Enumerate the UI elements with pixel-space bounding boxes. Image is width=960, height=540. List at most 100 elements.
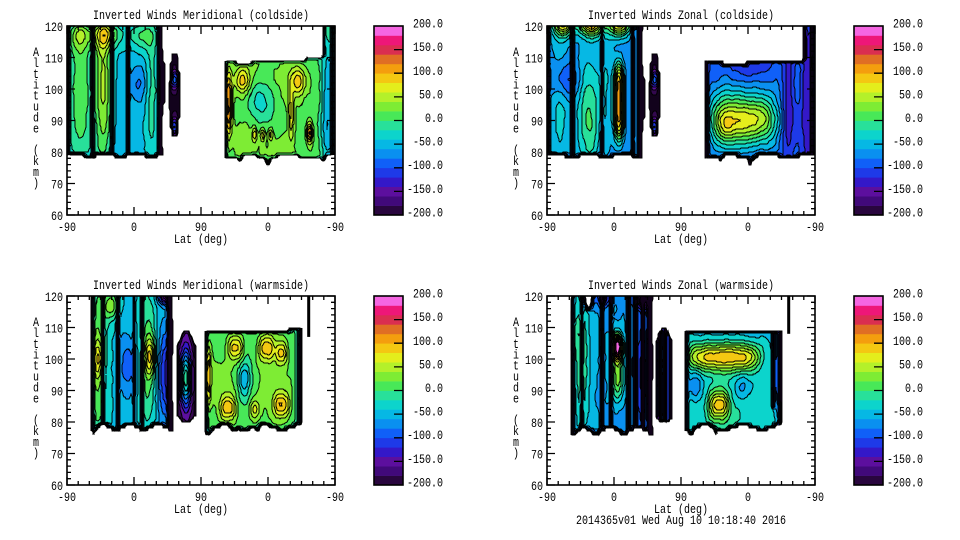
- svg-text:120: 120: [45, 290, 63, 305]
- svg-text:60: 60: [531, 479, 543, 494]
- svg-text:-90: -90: [58, 490, 76, 505]
- svg-text:t: t: [33, 67, 39, 82]
- svg-text:d: d: [513, 110, 519, 125]
- svg-text:150.0: 150.0: [893, 40, 923, 55]
- svg-text:0: 0: [745, 220, 751, 235]
- svg-text:t: t: [513, 337, 519, 352]
- svg-text:(: (: [513, 413, 519, 428]
- svg-text:90: 90: [675, 490, 687, 505]
- svg-text:d: d: [513, 380, 519, 395]
- svg-text:0: 0: [745, 490, 751, 505]
- svg-text:k: k: [513, 154, 519, 169]
- svg-text:-90: -90: [58, 220, 76, 235]
- svg-text:m: m: [33, 435, 39, 450]
- svg-text:-150.0: -150.0: [887, 182, 923, 197]
- svg-text:-90: -90: [806, 490, 824, 505]
- svg-text:60: 60: [51, 209, 63, 224]
- svg-text:0: 0: [265, 220, 271, 235]
- svg-text:m: m: [513, 165, 519, 180]
- svg-text:100: 100: [525, 353, 543, 368]
- svg-text:l: l: [513, 326, 519, 341]
- svg-text:80: 80: [531, 146, 543, 161]
- svg-text:200.0: 200.0: [893, 17, 923, 32]
- svg-text:(: (: [513, 143, 519, 158]
- svg-text:(: (: [33, 143, 39, 158]
- svg-text:-200.0: -200.0: [887, 476, 923, 491]
- svg-text:90: 90: [675, 220, 687, 235]
- svg-text:80: 80: [51, 416, 63, 431]
- svg-text:(: (: [33, 413, 39, 428]
- svg-text:-200.0: -200.0: [887, 206, 923, 221]
- svg-text:80: 80: [51, 146, 63, 161]
- svg-text:0: 0: [611, 220, 617, 235]
- svg-text:100: 100: [45, 83, 63, 98]
- svg-text:-200.0: -200.0: [407, 206, 443, 221]
- svg-text:e: e: [33, 121, 39, 136]
- svg-text:k: k: [33, 154, 39, 169]
- svg-text:u: u: [33, 370, 39, 385]
- svg-text:-90: -90: [538, 490, 556, 505]
- svg-text:u: u: [33, 100, 39, 115]
- svg-text:-90: -90: [538, 220, 556, 235]
- svg-text:0: 0: [131, 220, 137, 235]
- svg-text:e: e: [513, 121, 519, 136]
- svg-text:100.0: 100.0: [413, 334, 443, 349]
- svg-text:0.0: 0.0: [905, 381, 923, 396]
- svg-text:110: 110: [45, 52, 63, 67]
- svg-text:120: 120: [45, 20, 63, 35]
- svg-text:t: t: [33, 359, 39, 374]
- svg-text:200.0: 200.0: [893, 287, 923, 302]
- svg-text:e: e: [513, 391, 519, 406]
- svg-text:l: l: [33, 326, 39, 341]
- svg-text:90: 90: [195, 220, 207, 235]
- svg-text:70: 70: [51, 178, 63, 193]
- svg-text:k: k: [33, 424, 39, 439]
- svg-text:Lat (deg): Lat (deg): [174, 232, 228, 247]
- svg-text:A: A: [513, 45, 519, 60]
- svg-text:150.0: 150.0: [893, 310, 923, 325]
- svg-text:90: 90: [531, 385, 543, 400]
- svg-text:t: t: [513, 67, 519, 82]
- svg-text:u: u: [513, 370, 519, 385]
- svg-text:100: 100: [525, 83, 543, 98]
- svg-text:50.0: 50.0: [899, 87, 923, 102]
- svg-text:k: k: [513, 424, 519, 439]
- svg-text:110: 110: [525, 322, 543, 337]
- svg-text:150.0: 150.0: [413, 40, 443, 55]
- svg-text:0.0: 0.0: [425, 111, 443, 126]
- svg-text:110: 110: [525, 52, 543, 67]
- svg-text:e: e: [33, 391, 39, 406]
- svg-text:-50.0: -50.0: [893, 135, 923, 150]
- svg-text:t: t: [513, 359, 519, 374]
- svg-text:): ): [513, 446, 519, 461]
- svg-text:-100.0: -100.0: [887, 428, 923, 443]
- svg-text:60: 60: [51, 479, 63, 494]
- svg-text:200.0: 200.0: [413, 17, 443, 32]
- svg-text:-150.0: -150.0: [887, 452, 923, 467]
- svg-text:d: d: [33, 380, 39, 395]
- svg-text:Lat (deg): Lat (deg): [654, 502, 708, 517]
- svg-text:l: l: [513, 56, 519, 71]
- svg-text:m: m: [33, 165, 39, 180]
- svg-text:60: 60: [531, 209, 543, 224]
- svg-text:A: A: [513, 315, 519, 330]
- svg-text:120: 120: [525, 20, 543, 35]
- svg-text:-100.0: -100.0: [887, 158, 923, 173]
- svg-text:110: 110: [45, 322, 63, 337]
- svg-text:-150.0: -150.0: [407, 182, 443, 197]
- svg-text:t: t: [513, 89, 519, 104]
- svg-text:50.0: 50.0: [899, 357, 923, 372]
- svg-text:2014365v01 Wed Aug 10 10:18:40: 2014365v01 Wed Aug 10 10:18:40 2016: [576, 513, 786, 528]
- svg-text:Inverted Winds Zonal (coldside: Inverted Winds Zonal (coldside): [588, 8, 774, 23]
- svg-text:-90: -90: [806, 220, 824, 235]
- svg-text:-150.0: -150.0: [407, 452, 443, 467]
- svg-text:-50.0: -50.0: [413, 135, 443, 150]
- svg-text:): ): [33, 176, 39, 191]
- svg-text:t: t: [33, 89, 39, 104]
- svg-text:Inverted Winds Meridional (col: Inverted Winds Meridional (coldside): [93, 8, 309, 23]
- svg-text:0: 0: [265, 490, 271, 505]
- svg-text:90: 90: [51, 115, 63, 130]
- svg-text:Lat (deg): Lat (deg): [174, 502, 228, 517]
- svg-text:Inverted Winds Meridional (war: Inverted Winds Meridional (warmside): [93, 278, 309, 293]
- svg-text:i: i: [513, 348, 519, 363]
